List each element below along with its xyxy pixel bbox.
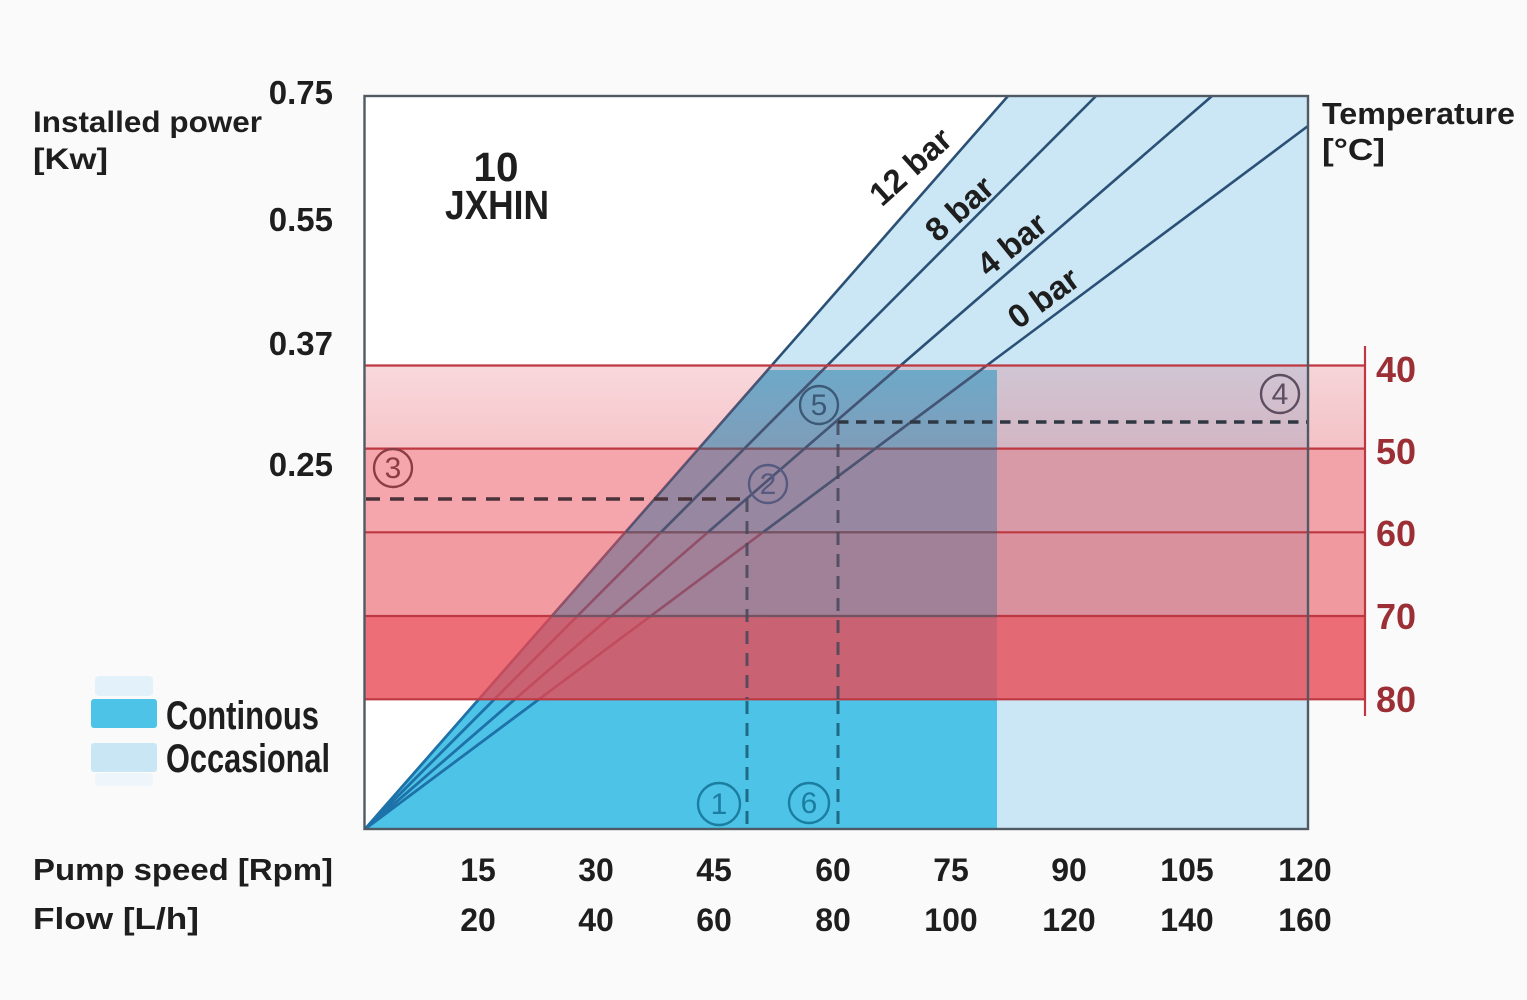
svg-text:160: 160	[1278, 902, 1331, 938]
svg-text:120: 120	[1042, 902, 1095, 938]
svg-text:Temperature: Temperature	[1322, 96, 1515, 131]
svg-text:100: 100	[924, 902, 977, 938]
svg-text:Installed power: Installed power	[33, 106, 262, 139]
svg-text:80: 80	[1376, 679, 1416, 720]
svg-text:105: 105	[1160, 852, 1213, 888]
svg-text:30: 30	[578, 852, 614, 888]
svg-text:45: 45	[696, 852, 732, 888]
svg-text:5: 5	[811, 389, 828, 422]
svg-text:3: 3	[385, 452, 402, 485]
svg-text:6: 6	[801, 787, 818, 820]
svg-text:[Kw]: [Kw]	[33, 143, 108, 176]
svg-text:90: 90	[1051, 852, 1087, 888]
svg-text:40: 40	[578, 902, 614, 938]
svg-text:10: 10	[474, 144, 519, 190]
svg-text:20: 20	[460, 902, 496, 938]
svg-text:Occasional: Occasional	[166, 737, 330, 781]
svg-text:Flow [L/h]: Flow [L/h]	[33, 901, 199, 936]
svg-text:[°C]: [°C]	[1322, 132, 1385, 167]
svg-text:120: 120	[1278, 852, 1331, 888]
svg-text:140: 140	[1160, 902, 1213, 938]
svg-text:Continous: Continous	[166, 694, 319, 738]
svg-text:75: 75	[933, 852, 969, 888]
svg-text:1: 1	[711, 788, 728, 821]
svg-text:0.25: 0.25	[269, 446, 333, 483]
svg-text:0.37: 0.37	[269, 325, 333, 362]
svg-text:60: 60	[815, 852, 851, 888]
svg-text:2: 2	[760, 468, 777, 501]
svg-text:50: 50	[1376, 431, 1416, 472]
svg-text:40: 40	[1376, 349, 1416, 390]
svg-text:4: 4	[1272, 378, 1289, 411]
svg-text:0.75: 0.75	[269, 74, 333, 111]
svg-text:60: 60	[1376, 513, 1416, 554]
svg-text:Pump speed [Rpm]: Pump speed [Rpm]	[33, 852, 333, 887]
svg-text:80: 80	[815, 902, 851, 938]
svg-text:0.55: 0.55	[269, 201, 333, 238]
svg-text:70: 70	[1376, 596, 1416, 637]
svg-text:JXHIN: JXHIN	[445, 182, 549, 228]
svg-text:15: 15	[460, 852, 496, 888]
svg-text:60: 60	[696, 902, 732, 938]
